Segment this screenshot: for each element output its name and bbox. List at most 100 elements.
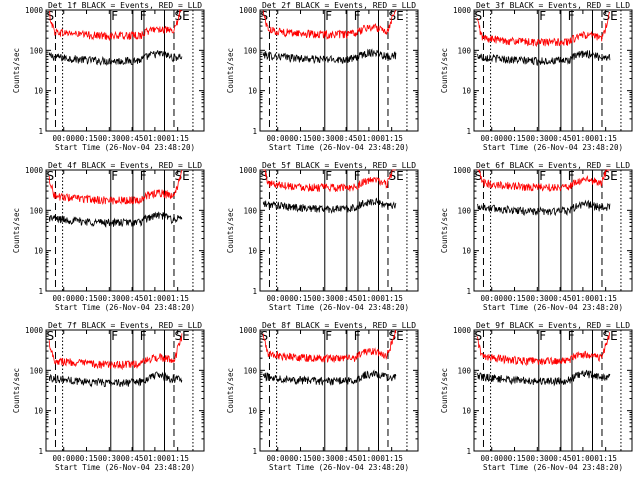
y-tick-label: 100 (457, 366, 471, 375)
x-tick-label: 00:15 (289, 454, 312, 463)
y-tick-label: 100 (457, 206, 471, 215)
time-marker-label: F (111, 169, 118, 183)
y-tick-label: 100 (243, 366, 257, 375)
detector-panel: Det 1f BLACK = Events, RED = LLD 1 10 100 10… (12, 1, 205, 152)
y-tick-label: 10 (34, 247, 44, 256)
plot-frame (45, 9, 205, 132)
time-marker-label: S (261, 169, 269, 183)
x-tick-label: 01:15 (166, 134, 189, 143)
x-tick-label: 00:45 (335, 134, 358, 143)
detector-panel: Det 2f BLACK = Events, RED = LLD 1 10 100 10… (226, 1, 419, 152)
time-marker-label: F (140, 329, 147, 343)
time-marker-label: S (47, 169, 55, 183)
detector-panel: Det 9f BLACK = Events, RED = LLD 1 10 100 10… (440, 321, 633, 472)
plot-frame (45, 329, 205, 452)
x-tick-label: 00:00 (266, 294, 289, 303)
panel-title: Det 9f BLACK = Events, RED = LLD (476, 321, 630, 330)
time-marker-label: S (47, 329, 55, 343)
y-tick-label: 100 (29, 206, 43, 215)
y-axis-label: Counts/sec (12, 48, 21, 93)
plot-frame (473, 9, 633, 132)
lld-series-line (476, 332, 611, 367)
plot-frame (259, 329, 419, 452)
x-tick-label: 01:15 (380, 134, 403, 143)
panel-title: Det 2f BLACK = Events, RED = LLD (262, 1, 416, 10)
lld-series-line (48, 169, 183, 206)
x-axis-label: Start Time (26-Nov-04 23:48:20) (269, 143, 409, 152)
y-tick-label: 10 (34, 87, 44, 96)
plot-frame (473, 169, 633, 292)
lld-series-line (476, 11, 610, 48)
panel-title: Det 8f BLACK = Events, RED = LLD (262, 321, 416, 330)
y-axis-label: Counts/sec (226, 208, 235, 253)
x-tick-label: 00:15 (75, 134, 98, 143)
x-tick-label: 00:30 (98, 294, 121, 303)
time-marker-label: SE (388, 169, 403, 183)
time-marker-label: SE (602, 9, 617, 23)
lld-series-line (262, 329, 397, 363)
time-marker-label: F (539, 169, 546, 183)
x-axis-label: Start Time (26-Nov-04 23:48:20) (55, 143, 195, 152)
lld-series-line (263, 169, 396, 193)
events-series-line (48, 211, 183, 228)
y-tick-label: 10 (248, 247, 258, 256)
x-tick-label: 01:00 (358, 294, 381, 303)
x-tick-label: 01:00 (358, 134, 381, 143)
time-marker-label: F (568, 329, 575, 343)
time-marker-label: F (140, 169, 147, 183)
x-tick-label: 01:15 (380, 454, 403, 463)
y-tick-label: 100 (29, 366, 43, 375)
events-series-line (476, 199, 611, 217)
x-tick-label: 00:30 (98, 134, 121, 143)
y-tick-label: 1000 (239, 166, 258, 175)
x-tick-label: 01:15 (594, 454, 617, 463)
time-marker-label: F (354, 169, 361, 183)
x-tick-label: 00:45 (549, 294, 572, 303)
x-tick-label: 00:15 (75, 294, 98, 303)
x-tick-label: 00:15 (289, 134, 312, 143)
x-tick-label: 00:00 (52, 454, 75, 463)
x-tick-label: 00:45 (121, 294, 144, 303)
x-axis-label: Start Time (26-Nov-04 23:48:20) (483, 143, 623, 152)
x-tick-label: 01:00 (572, 134, 595, 143)
events-series-line (262, 369, 397, 386)
x-tick-label: 00:30 (526, 454, 549, 463)
time-marker-label: SE (388, 9, 403, 23)
x-tick-label: 01:00 (144, 454, 167, 463)
lld-series-line (477, 168, 610, 192)
time-marker-label: F (354, 329, 361, 343)
x-tick-label: 00:00 (480, 454, 503, 463)
x-tick-label: 00:30 (526, 134, 549, 143)
detector-panel: Det 7f BLACK = Events, RED = LLD 1 10 100 10… (12, 321, 205, 472)
x-axis-label: Start Time (26-Nov-04 23:48:20) (269, 303, 409, 312)
y-tick-label: 1000 (25, 6, 44, 15)
y-tick-label: 1000 (453, 166, 472, 175)
y-tick-label: 1000 (25, 166, 44, 175)
y-tick-label: 1 (252, 127, 257, 136)
panel-title: Det 3f BLACK = Events, RED = LLD (476, 1, 630, 10)
y-tick-label: 1 (38, 127, 43, 136)
x-tick-label: 00:15 (75, 454, 98, 463)
y-tick-label: 1000 (239, 326, 258, 335)
y-tick-label: 10 (248, 87, 258, 96)
time-marker-label: SE (602, 169, 617, 183)
x-tick-label: 00:45 (121, 454, 144, 463)
y-tick-label: 10 (462, 87, 472, 96)
lld-series-line (262, 9, 397, 40)
events-series-line (476, 50, 611, 66)
x-tick-label: 01:15 (166, 294, 189, 303)
events-series-line (48, 371, 183, 388)
time-marker-label: F (325, 169, 332, 183)
time-marker-label: F (111, 9, 118, 23)
y-axis-label: Counts/sec (440, 48, 449, 93)
time-marker-label: F (325, 329, 332, 343)
time-marker-label: F (354, 9, 361, 23)
y-tick-label: 1 (466, 447, 471, 456)
y-tick-label: 1 (38, 287, 43, 296)
y-tick-label: 1 (252, 287, 257, 296)
x-tick-label: 00:15 (503, 294, 526, 303)
plot-frame (45, 169, 205, 292)
detector-panel: Det 6f BLACK = Events, RED = LLD 1 10 100 10… (440, 161, 633, 312)
x-tick-label: 00:30 (312, 134, 335, 143)
x-tick-label: 00:15 (289, 294, 312, 303)
